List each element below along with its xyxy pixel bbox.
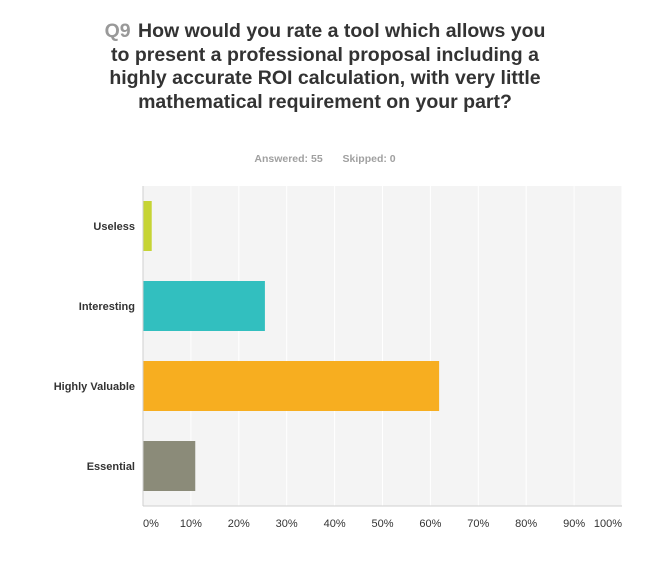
category-label: Useless (93, 221, 135, 233)
x-tick-label: 0% (143, 518, 159, 530)
answered-label: Answered: (254, 153, 309, 165)
bar (143, 441, 196, 491)
x-tick-label: 40% (324, 518, 346, 530)
gridlines (190, 186, 623, 506)
x-tick-label: 90% (563, 518, 585, 530)
x-tick-label: 30% (276, 518, 298, 530)
x-tick-label: 80% (515, 518, 537, 530)
bar (143, 201, 152, 251)
response-stats: Answered: 55 Skipped: 0 (0, 153, 650, 165)
x-tick-label: 60% (419, 518, 441, 530)
x-tick-label: 20% (228, 518, 250, 530)
x-tick-label: 70% (467, 518, 489, 530)
category-label: Essential (87, 461, 135, 473)
bar (143, 281, 265, 331)
question-text: How would you rate a tool which allows y… (109, 20, 546, 113)
bars (143, 201, 440, 491)
skipped-count: 0 (389, 153, 396, 165)
question-number: Q9 (104, 20, 131, 42)
skipped-label: Skipped: (342, 153, 387, 165)
x-tick-label: 100% (594, 518, 622, 530)
category-labels: Useless Interesting Highly Valuable Essenti… (54, 221, 135, 473)
category-label: Highly Valuable (54, 381, 135, 393)
question-title: Q9 How would you rate a tool which allow… (95, 20, 555, 114)
x-tick-labels: 0% 10% 20% 30% 40% 50% 60% 70% 80% 90% 100% (143, 518, 622, 530)
x-tick-label: 50% (371, 518, 393, 530)
x-tick-label: 10% (180, 518, 202, 530)
answered-count: 55 (310, 153, 323, 165)
bar (143, 361, 440, 411)
category-label: Interesting (79, 301, 135, 313)
